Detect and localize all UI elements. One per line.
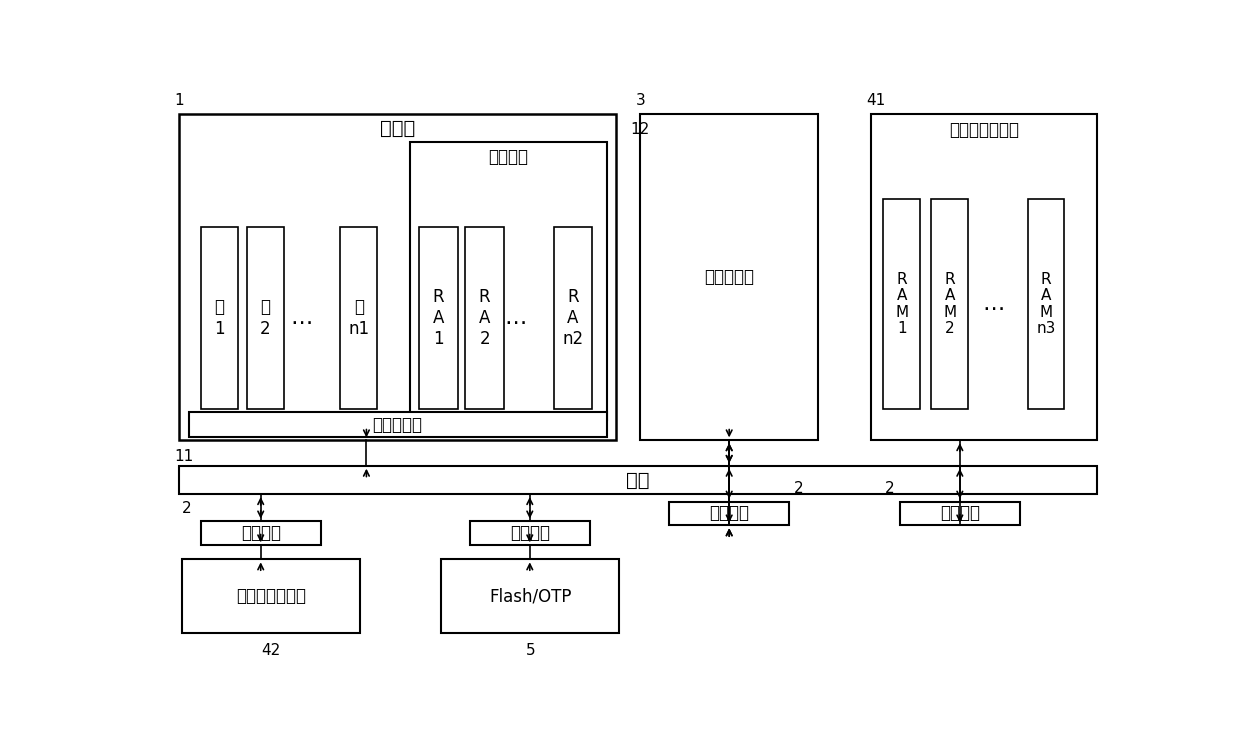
Bar xyxy=(465,228,503,409)
Text: …: … xyxy=(505,308,527,328)
Text: 域控制器: 域控制器 xyxy=(940,505,980,523)
Text: Flash/OTP: Flash/OTP xyxy=(489,587,572,605)
Text: 总线: 总线 xyxy=(626,470,650,489)
Text: 核
n1: 核 n1 xyxy=(348,298,370,338)
Text: 域控制器: 域控制器 xyxy=(511,524,551,542)
Bar xyxy=(247,228,284,409)
Text: 12: 12 xyxy=(631,122,650,136)
Bar xyxy=(883,199,920,409)
Text: 3: 3 xyxy=(635,94,645,108)
Text: 调度管理器: 调度管理器 xyxy=(373,416,423,433)
Text: R
A
1: R A 1 xyxy=(433,288,444,348)
Text: …: … xyxy=(290,308,312,328)
Text: …: … xyxy=(983,294,1006,314)
Text: 域控制器: 域控制器 xyxy=(242,524,281,542)
Bar xyxy=(640,114,818,440)
Bar xyxy=(670,502,789,525)
Text: 2: 2 xyxy=(794,481,804,496)
Bar xyxy=(870,114,1096,440)
Text: 2: 2 xyxy=(182,500,191,516)
Bar xyxy=(900,502,1019,525)
Bar xyxy=(409,142,606,420)
Text: R
A
M
n3: R A M n3 xyxy=(1037,272,1055,336)
Text: 2: 2 xyxy=(885,481,895,496)
Bar xyxy=(179,114,616,440)
Bar xyxy=(1028,199,1064,409)
Text: 42: 42 xyxy=(262,643,280,658)
Text: 5: 5 xyxy=(526,643,536,658)
Text: R
A
2: R A 2 xyxy=(479,288,491,348)
Bar xyxy=(341,228,377,409)
Bar xyxy=(179,466,1096,495)
Text: 11: 11 xyxy=(174,449,193,464)
Bar xyxy=(470,522,590,545)
Text: 片外随机存储器: 片外随机存储器 xyxy=(236,587,306,605)
Bar xyxy=(201,228,238,409)
Text: 核
2: 核 2 xyxy=(260,298,270,338)
Text: 核
1: 核 1 xyxy=(215,298,224,338)
Text: 41: 41 xyxy=(866,94,885,108)
Bar xyxy=(182,559,360,633)
Bar xyxy=(201,522,321,545)
Bar xyxy=(441,559,619,633)
Text: 处理器: 处理器 xyxy=(379,119,415,138)
Text: 寄存器组: 寄存器组 xyxy=(489,147,528,166)
Text: 只读存储器: 只读存储器 xyxy=(704,268,754,286)
Bar xyxy=(419,228,458,409)
Text: R
A
M
1: R A M 1 xyxy=(895,272,908,336)
Text: R
A
n2: R A n2 xyxy=(563,288,584,348)
Text: 片内随机存储器: 片内随机存储器 xyxy=(949,121,1019,139)
Bar xyxy=(931,199,968,409)
Text: R
A
M
2: R A M 2 xyxy=(944,272,956,336)
Bar xyxy=(188,412,606,438)
Text: 1: 1 xyxy=(174,94,184,108)
Bar xyxy=(554,228,593,409)
Text: 域控制器: 域控制器 xyxy=(709,505,749,523)
